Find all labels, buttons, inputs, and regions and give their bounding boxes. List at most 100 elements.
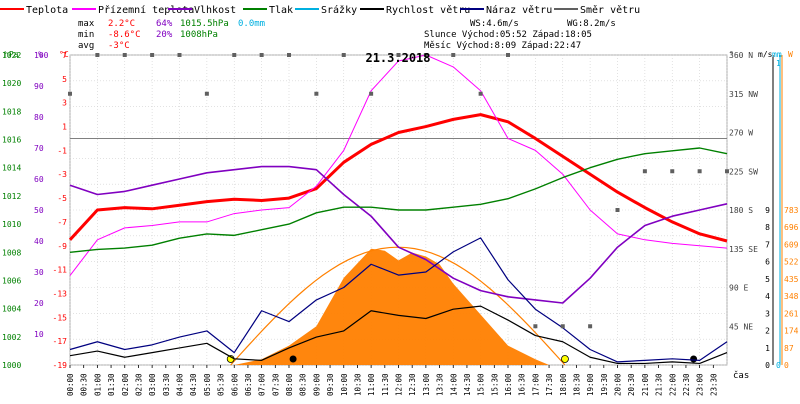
axis-celsius-tick: 3 [62,99,67,108]
x-tick-label: 00:30 [80,373,89,396]
x-tick-label: 21:30 [655,373,664,396]
axis-solar-tick: 174 [784,327,799,336]
x-tick-label: 09:00 [312,373,321,396]
x-tick-label: 12:00 [395,373,404,396]
axis-celsius-tick: -11 [53,266,68,275]
axis-solar-tick: 783 [784,206,799,215]
wind-direction-point [396,53,401,57]
x-tick-label: 23:30 [709,373,718,396]
axis-rain-tick: 1 [776,59,781,68]
axis-pct-tick: 60 [34,175,44,184]
x-tick-label: 01:30 [107,373,116,396]
axis-direction-tick: 135 SE [729,245,758,254]
axis-solar-tick: 696 [784,223,799,232]
axis-hpa-tick: 1002 [2,333,21,342]
wind-direction-point [341,53,346,57]
stats-block: max 2.2°C 64% 1015.5hPa 0.0mm min -8.6°C… [78,19,616,51]
axis-celsius-tick: 1 [62,123,67,132]
x-tick-label: 19:30 [600,373,609,396]
stats-sun: Slunce Východ:05:52 Západ:18:05 [424,30,592,40]
axis-pct-tick: 90 [34,82,44,91]
axis-celsius-tick: -17 [53,337,68,346]
axis-celsius-tick: -1 [57,146,67,155]
axis-pct-tick: 20 [34,299,44,308]
x-tick-label: 18:30 [572,373,581,396]
axis-hpa-tick: 1014 [2,164,21,173]
axis-pct-tick: 30 [34,268,44,277]
wind-direction-point [68,91,72,96]
axis-pct-tick: 50 [34,206,44,215]
stats-min-hum: 20% [156,30,173,40]
wind-direction-point [95,53,100,57]
x-tick-label: 22:00 [668,373,677,396]
x-tick-label: 08:00 [285,373,294,396]
wind-direction-point [533,324,538,329]
wind-direction-point [287,53,291,57]
x-tick-label: 06:00 [230,373,239,396]
axis-direction-unit: ° [729,50,734,59]
legend-teplota: Teplota [26,5,68,16]
sunset-marker [561,355,569,363]
stats-min-label: min [78,30,94,40]
x-tick-label: 09:30 [326,373,335,396]
x-tick-label: 20:30 [627,373,636,396]
x-tick-label: 23:00 [696,373,705,396]
axis-solar-tick: 348 [784,292,799,301]
axis-direction-tick: 180 S [729,206,753,215]
wind-direction-point [369,91,374,96]
axis-celsius-tick: -15 [53,313,68,322]
x-tick-label: 06:30 [244,373,253,396]
x-tick-label: 18:00 [559,373,568,396]
x-tick-label: 16:30 [518,373,527,396]
legend-naraz-vetru: Náraz větru [486,4,552,16]
legend-vlhkost: Vlhkost [194,5,236,16]
x-tick-label: 04:30 [189,373,198,396]
wind-direction-point [259,53,264,57]
x-tick-label: 11:00 [367,373,376,396]
x-tick-label: 02:00 [121,373,130,396]
stats-max-hum: 64% [156,19,173,29]
x-tick-label: 05:30 [217,373,226,396]
x-tick-label: 04:00 [176,373,185,396]
wind-direction-point [122,53,127,57]
stats-avg-label: avg [78,41,94,51]
wind-direction-point [150,53,155,57]
stats-min-temp: -8.6°C [108,30,141,40]
axis-hpa-tick: 1010 [2,220,21,229]
axis-direction-tick: 225 SW [729,167,758,176]
moonset-marker [690,355,698,363]
axis-wind-tick: 4 [765,292,770,301]
x-tick-label: 22:30 [682,373,691,396]
axis-rain-unit: mm [772,50,782,59]
legend-smer-vetru: Směr větru [580,4,640,16]
legend: Teplota Přízemní teplota Vlhkost Tlak Sr… [0,4,640,16]
x-tick-label: 13:30 [436,373,445,396]
x-tick-label: 15:00 [477,373,486,396]
x-tick-label: 10:30 [353,373,362,396]
wind-direction-point [423,53,428,57]
wind-direction-point [314,91,319,96]
x-tick-label: 15:30 [490,373,499,396]
series-0-line [68,113,728,243]
wind-direction-point [204,91,209,96]
axis-solar-tick: 0 [784,361,789,370]
x-tick-label: 14:30 [463,373,472,396]
x-tick-label: 16:00 [504,373,513,396]
wind-direction-point [588,324,593,329]
axis-solar-tick: 435 [784,275,799,284]
axis-celsius-tick: -9 [57,242,67,251]
x-axis-label: čas [733,370,749,381]
x-tick-label: 21:00 [641,373,650,396]
axis-hpa-tick: 1004 [2,305,21,314]
axis-direction-tick: 90 E [729,284,748,293]
stats-wind-gust: WG:8.2m/s [567,19,616,29]
x-tick-label: 03:00 [148,373,157,396]
axis-solar-tick: 261 [784,309,799,318]
stats-max-press: 1015.5hPa [180,19,229,29]
axis-celsius-tick: 5 [62,75,67,84]
series-lines [68,53,729,365]
series-radiace [234,248,550,365]
axis-solar-tick: 87 [784,344,794,353]
